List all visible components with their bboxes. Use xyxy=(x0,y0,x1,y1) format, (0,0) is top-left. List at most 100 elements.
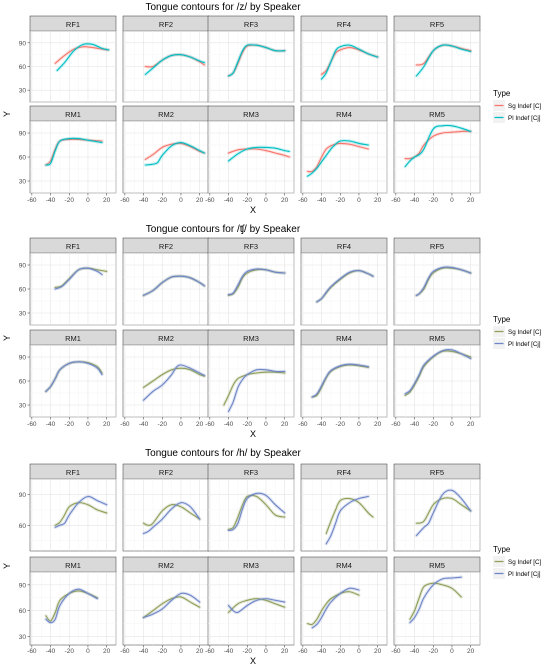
facet-panel: RF1 30 60 90 xyxy=(19,15,117,103)
series-line xyxy=(45,361,103,392)
facet-panel: RM2 -60 -40 -20 0 20 xyxy=(120,105,210,204)
series-line xyxy=(415,497,472,524)
panel-background xyxy=(207,571,295,646)
series-line xyxy=(143,275,205,296)
x-tick-label: -40 xyxy=(317,648,327,655)
x-tick-label: 20 xyxy=(281,648,289,655)
x-tick-label: -40 xyxy=(224,421,234,428)
x-tick-label: -40 xyxy=(410,648,420,655)
x-tick-label: -60 xyxy=(298,421,308,428)
series-line xyxy=(311,364,369,398)
facet-label: RM1 xyxy=(65,110,81,119)
facet-panel: RM1 30 60 90 -60 -40 -20 0 20 xyxy=(19,105,117,204)
x-tick-label: 20 xyxy=(467,648,475,655)
panel-background xyxy=(122,571,210,646)
x-tick-label: 0 xyxy=(450,648,454,655)
y-tick-label: 60 xyxy=(19,155,27,162)
series-line xyxy=(45,588,98,624)
series-line xyxy=(404,124,472,168)
series-line xyxy=(54,502,108,526)
facet-panel: RM3 -60 -40 -20 0 20 xyxy=(205,329,295,428)
x-tick-label: 0 xyxy=(357,197,361,204)
x-tick-label: -60 xyxy=(27,421,37,428)
facet-label: RF2 xyxy=(159,242,173,251)
x-tick-label: 0 xyxy=(264,421,268,428)
facet-figure: Tongue contours for /ʧ/ by Speaker RF1 30 6… xyxy=(2,224,542,439)
facet-label: RF5 xyxy=(430,20,444,29)
facet-label: RF3 xyxy=(244,20,258,29)
x-tick-label: 20 xyxy=(281,197,289,204)
series-line xyxy=(325,497,374,535)
legend-title: Type xyxy=(493,315,511,324)
x-tick-label: -40 xyxy=(46,421,56,428)
y-tick-label: 90 xyxy=(19,40,27,47)
facet-label: RF1 xyxy=(66,20,80,29)
legend: Type Sg Indef [C] Pl Indef [Cj] xyxy=(493,545,542,579)
facet-label: RM5 xyxy=(429,334,445,343)
x-tick-label: 20 xyxy=(374,648,382,655)
y-tick-label: 90 xyxy=(19,263,27,270)
y-tick-label: 60 xyxy=(19,64,27,71)
x-tick-label: -60 xyxy=(205,648,215,655)
series-line xyxy=(404,350,472,396)
x-tick-label: 0 xyxy=(450,197,454,204)
facet-label: RF4 xyxy=(337,242,351,251)
y-tick-label: 30 xyxy=(19,403,27,410)
legend-entry: Sg Indef [C] xyxy=(508,559,542,566)
x-tick-label: 0 xyxy=(86,648,90,655)
y-tick-label: 30 xyxy=(19,634,27,641)
y-axis-label: Y xyxy=(2,563,12,569)
x-tick-label: 0 xyxy=(86,421,90,428)
x-tick-label: -20 xyxy=(429,421,439,428)
facet-label: RM1 xyxy=(65,561,81,570)
series-line xyxy=(228,148,290,158)
facet-panel: RM4 -60 -40 -20 0 20 xyxy=(298,329,388,428)
chart-title: Tongue contours for /h/ by Speaker xyxy=(145,448,301,459)
facet-panel: RF2 xyxy=(122,237,210,326)
x-tick-label: -60 xyxy=(205,421,215,428)
x-tick-label: -20 xyxy=(429,197,439,204)
x-tick-label: -20 xyxy=(243,421,253,428)
facet-panel: RF4 xyxy=(300,15,388,103)
series-line xyxy=(325,495,369,545)
facet-panel: RF5 xyxy=(393,237,481,326)
series-line xyxy=(415,489,472,537)
legend-entry: Pl Indef [Cj] xyxy=(508,115,541,122)
facet-figure: Tongue contours for /h/ by Speaker RF1 60 9… xyxy=(2,448,542,666)
panel-background xyxy=(29,478,117,552)
x-tick-label: -20 xyxy=(336,197,346,204)
series-line xyxy=(143,367,205,388)
facet-label: RF4 xyxy=(337,20,351,29)
x-tick-label: -20 xyxy=(65,648,75,655)
x-tick-label: -40 xyxy=(410,421,420,428)
facet-label: RM4 xyxy=(336,561,352,570)
series-line xyxy=(56,43,110,71)
series-line xyxy=(228,146,290,162)
facet-figure: Tongue contours for /z/ by Speaker RF1 30 6… xyxy=(2,2,542,215)
x-tick-label: 20 xyxy=(196,197,204,204)
series-line xyxy=(415,266,472,296)
facet-panel: RF5 xyxy=(393,15,481,103)
legend-entry: Sg Indef [C] xyxy=(508,329,542,336)
facet-label: RF1 xyxy=(66,468,80,477)
chart-title: Tongue contours for /z/ by Speaker xyxy=(145,2,301,13)
facet-panel: RM1 30 60 90 -60 -40 -20 0 20 xyxy=(19,556,117,655)
facet-label: RF2 xyxy=(159,468,173,477)
x-tick-label: -40 xyxy=(410,197,420,204)
series-line xyxy=(228,598,286,613)
y-tick-label: 60 xyxy=(19,287,27,294)
x-tick-label: 0 xyxy=(357,421,361,428)
x-tick-label: -20 xyxy=(65,197,75,204)
facet-label: RF5 xyxy=(430,468,444,477)
facet-panel: RF3 xyxy=(207,15,295,103)
x-tick-label: -60 xyxy=(298,648,308,655)
series-line xyxy=(306,140,369,177)
series-line xyxy=(228,492,286,531)
x-tick-label: -60 xyxy=(120,197,130,204)
x-tick-label: 20 xyxy=(374,421,382,428)
legend-entry: Pl Indef [Cj] xyxy=(508,341,541,348)
facet-panel: RF5 xyxy=(393,463,481,552)
facet-label: RM4 xyxy=(336,110,352,119)
panel-background xyxy=(29,571,117,646)
facet-label: RM5 xyxy=(429,110,445,119)
